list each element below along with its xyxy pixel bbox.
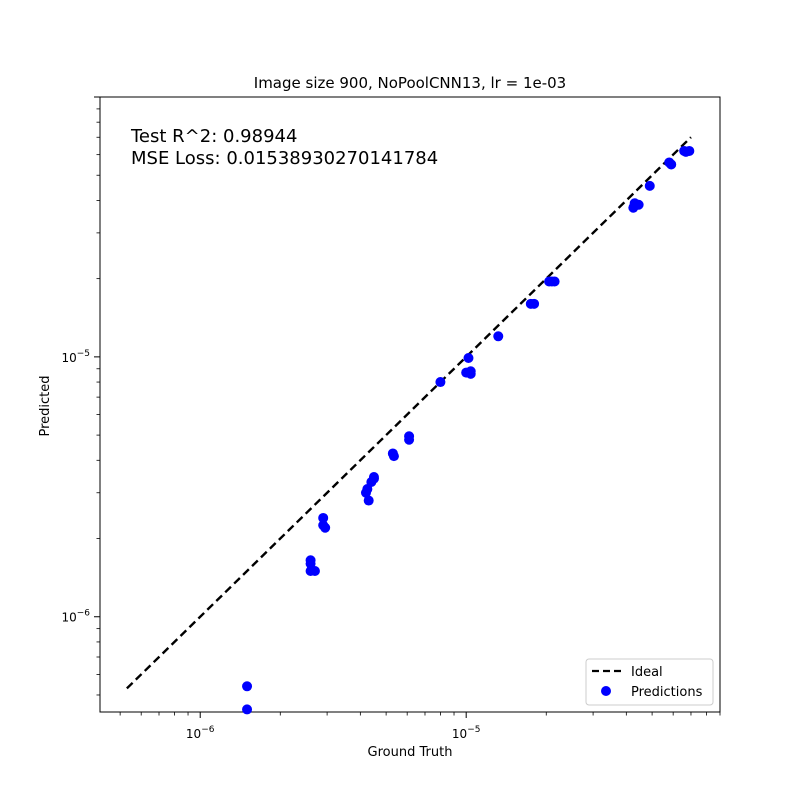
prediction-point <box>633 199 644 210</box>
y-axis-label: Predicted <box>38 375 53 436</box>
prediction-point <box>305 555 316 566</box>
legend-predictions-label: Predictions <box>631 685 703 700</box>
plot-frame <box>99 96 721 713</box>
chart-title: Image size 900, NoPoolCNN13, lr = 1e-03 <box>254 74 566 92</box>
prediction-point <box>549 276 560 287</box>
y-tick-label: 10−6 <box>61 609 90 625</box>
legend-ideal-label: Ideal <box>631 665 663 680</box>
prediction-point <box>363 495 374 506</box>
prediction-point <box>404 431 415 442</box>
prediction-point <box>465 366 476 377</box>
prediction-point <box>493 331 504 342</box>
prediction-point <box>684 145 695 156</box>
prediction-point <box>309 565 320 576</box>
prediction-point <box>318 512 329 523</box>
prediction-point <box>388 451 399 462</box>
prediction-point <box>529 298 540 309</box>
r2-annotation: Test R^2: 0.98944 <box>130 126 297 147</box>
prediction-point <box>644 180 655 191</box>
y-tick-label: 10−5 <box>61 349 90 365</box>
ideal-line <box>126 136 692 690</box>
mse-annotation: MSE Loss: 0.01538930270141784 <box>131 148 438 169</box>
prediction-point <box>242 681 253 692</box>
x-tick-label: 10−5 <box>452 725 481 741</box>
prediction-point <box>666 159 677 170</box>
prediction-point <box>368 471 379 482</box>
x-tick-label: 10−6 <box>186 725 215 741</box>
annotation-group: Test R^2: 0.98944 MSE Loss: 0.0153893027… <box>130 126 438 169</box>
legend-predictions-swatch <box>601 686 611 696</box>
prediction-point <box>463 353 474 364</box>
prediction-point <box>320 522 331 533</box>
legend: Ideal Predictions <box>585 658 714 706</box>
x-axis-label: Ground Truth <box>368 745 453 760</box>
prediction-point <box>435 377 446 388</box>
prediction-point <box>242 704 253 715</box>
plot-area: 10−6 10−5 10−6 10−5 <box>61 96 721 741</box>
